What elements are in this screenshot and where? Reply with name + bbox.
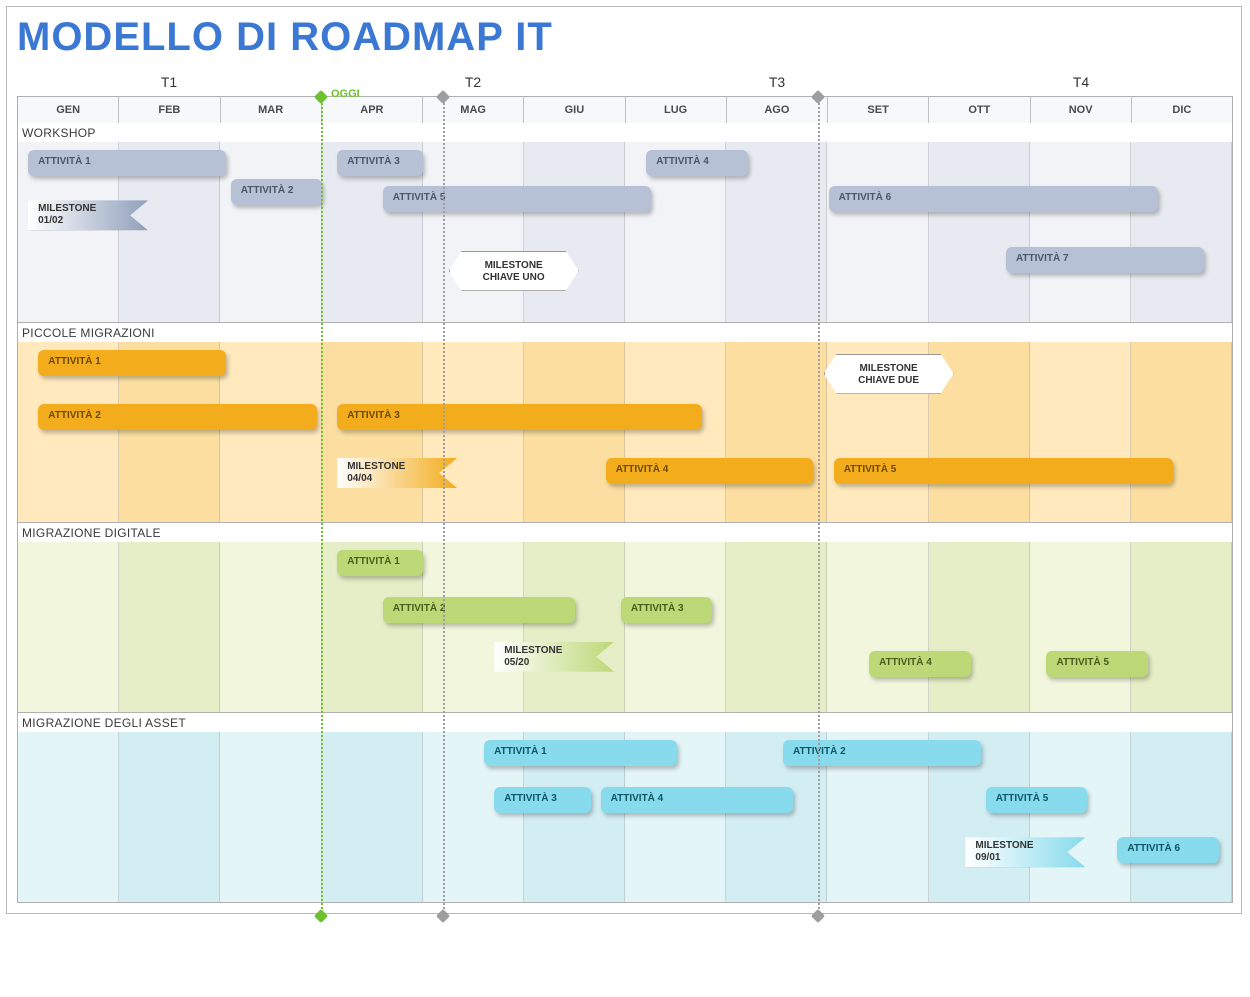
task-bar[interactable]: ATTIVITÀ 2 bbox=[231, 179, 322, 205]
swimlane-grid: ATTIVITÀ 1 ATTIVITÀ 2 ATTIVITÀ 3 ATTIVITÀ 4… bbox=[18, 542, 1232, 712]
month-label: LUG bbox=[626, 97, 727, 123]
key-milestone[interactable]: MILESTONECHIAVE DUE bbox=[824, 354, 954, 394]
chart-wrap: T1T2T3T4 GENFEBMARAPRMAGGIULUGAGOSETOTTN… bbox=[7, 74, 1241, 913]
swimlane: WORKSHOPATTIVITÀ 1ATTIVITÀ 2ATTIVITÀ 3AT… bbox=[17, 123, 1233, 323]
swimlane: MIGRAZIONE DEGLI ASSETATTIVITÀ 1ATTIVITÀ… bbox=[17, 713, 1233, 903]
month-label: OTT bbox=[929, 97, 1030, 123]
milestone-flag[interactable]: MILESTONE01/02 bbox=[28, 200, 148, 230]
task-bar[interactable]: ATTIVITÀ 1 bbox=[484, 740, 677, 766]
month-header-row: GENFEBMARAPRMAGGIULUGAGOSETOTTNOVDIC bbox=[17, 96, 1233, 123]
task-bar[interactable]: ATTIVITÀ 1 bbox=[38, 350, 225, 376]
swimlane: MIGRAZIONE DIGITALEATTIVITÀ 1ATTIVITÀ 2A… bbox=[17, 523, 1233, 713]
task-bar[interactable]: ATTIVITÀ 4 bbox=[606, 458, 814, 484]
task-bar[interactable]: ATTIVITÀ 6 bbox=[829, 186, 1158, 212]
swimlane-grid: ATTIVITÀ 1ATTIVITÀ 2 ATTIVITÀ 3 ATTIVITÀ 5… bbox=[18, 142, 1232, 322]
marker-diamond-icon bbox=[314, 909, 328, 923]
task-bar[interactable]: ATTIVITÀ 2 bbox=[383, 597, 576, 623]
task-bar[interactable]: ATTIVITÀ 1 bbox=[28, 150, 226, 176]
swimlane-title: MIGRAZIONE DEGLI ASSET bbox=[18, 713, 1232, 732]
task-bar[interactable]: ATTIVITÀ 2 bbox=[783, 740, 981, 766]
milestone-flag[interactable]: MILESTONE05/20 bbox=[494, 642, 614, 672]
today-marker-label: OGGI bbox=[331, 88, 360, 100]
swimlane: PICCOLE MIGRAZIONIATTIVITÀ 1ATTIVITÀ 2AT… bbox=[17, 323, 1233, 523]
roadmap-container: MODELLO DI ROADMAP IT T1T2T3T4 GENFEBMAR… bbox=[6, 6, 1242, 914]
task-bar[interactable]: ATTIVITÀ 3 bbox=[337, 404, 702, 430]
task-bar[interactable]: ATTIVITÀ 4 bbox=[869, 651, 970, 677]
quarter-header-row: T1T2T3T4 bbox=[17, 74, 1233, 96]
key-milestone[interactable]: MILESTONECHIAVE UNO bbox=[449, 251, 579, 291]
month-label: APR bbox=[322, 97, 423, 123]
month-label: GEN bbox=[18, 97, 119, 123]
page-title: MODELLO DI ROADMAP IT bbox=[7, 7, 1241, 74]
task-bar[interactable]: ATTIVITÀ 3 bbox=[621, 597, 712, 623]
marker-diamond-icon bbox=[810, 909, 824, 923]
task-bar[interactable]: ATTIVITÀ 5 bbox=[834, 458, 1173, 484]
month-label: MAG bbox=[423, 97, 524, 123]
quarter-label: T3 bbox=[625, 74, 929, 96]
task-bar[interactable]: ATTIVITÀ 3 bbox=[494, 787, 590, 813]
task-bar[interactable]: ATTIVITÀ 5 bbox=[1046, 651, 1147, 677]
month-label: SET bbox=[828, 97, 929, 123]
swimlane-title: MIGRAZIONE DIGITALE bbox=[18, 523, 1232, 542]
quarter-label: T2 bbox=[321, 74, 625, 96]
month-label: AGO bbox=[727, 97, 828, 123]
milestone-flag[interactable]: MILESTONE09/01 bbox=[965, 837, 1085, 867]
task-bar[interactable]: ATTIVITÀ 4 bbox=[646, 150, 747, 176]
swimlane-title: WORKSHOP bbox=[18, 123, 1232, 142]
month-label: FEB bbox=[119, 97, 220, 123]
marker-diamond-icon bbox=[436, 909, 450, 923]
task-bar[interactable]: ATTIVITÀ 5 bbox=[986, 787, 1087, 813]
task-bar[interactable]: ATTIVITÀ 7 bbox=[1006, 247, 1204, 273]
task-bar[interactable]: ATTIVITÀ 6 bbox=[1117, 837, 1218, 863]
swimlane-grid: ATTIVITÀ 1 ATTIVITÀ 2 ATTIVITÀ 3 ATTIVITÀ 4… bbox=[18, 342, 1232, 522]
task-bar[interactable]: ATTIVITÀ 5 bbox=[383, 186, 652, 212]
month-label: NOV bbox=[1031, 97, 1132, 123]
quarter-label: T4 bbox=[929, 74, 1233, 96]
task-bar[interactable]: ATTIVITÀ 2 bbox=[38, 404, 317, 430]
milestone-flag[interactable]: MILESTONE04/04 bbox=[337, 458, 457, 488]
month-label: MAR bbox=[221, 97, 322, 123]
task-bar[interactable]: ATTIVITÀ 3 bbox=[337, 150, 423, 176]
swimlanes-container: WORKSHOPATTIVITÀ 1ATTIVITÀ 2ATTIVITÀ 3AT… bbox=[17, 123, 1233, 903]
month-label: GIU bbox=[524, 97, 625, 123]
swimlane-title: PICCOLE MIGRAZIONI bbox=[18, 323, 1232, 342]
roadmap-chart: T1T2T3T4 GENFEBMARAPRMAGGIULUGAGOSETOTTN… bbox=[17, 74, 1233, 903]
swimlane-grid: ATTIVITÀ 1 ATTIVITÀ 2 ATTIVITÀ 3 ATTIVITÀ 4… bbox=[18, 732, 1232, 902]
month-label: DIC bbox=[1132, 97, 1232, 123]
task-bar[interactable]: ATTIVITÀ 1 bbox=[337, 550, 423, 576]
quarter-label: T1 bbox=[17, 74, 321, 96]
task-bar[interactable]: ATTIVITÀ 4 bbox=[601, 787, 794, 813]
